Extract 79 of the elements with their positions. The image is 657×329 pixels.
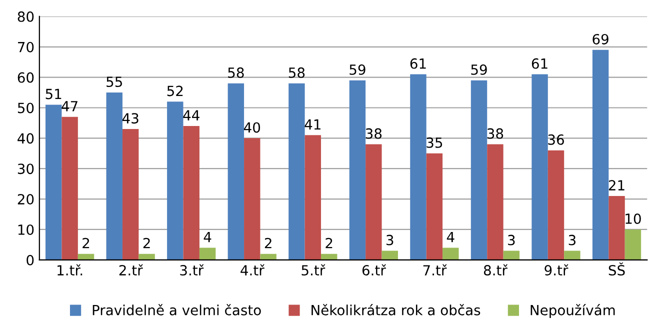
x-tick-label: 7.tř: [423, 264, 447, 276]
data-label: 52: [167, 86, 183, 96]
data-label: 40: [244, 122, 260, 133]
legend-label: Nepoužívám: [530, 304, 615, 318]
y-tick-label: 80: [18, 11, 34, 22]
bar: [106, 92, 122, 260]
bar: [304, 135, 321, 260]
bar: [244, 138, 260, 260]
x-tick-label: 9.tř: [544, 264, 568, 276]
bar: [122, 129, 139, 260]
bar: [260, 254, 276, 260]
bar: [548, 150, 564, 260]
bar: [410, 74, 426, 260]
bar: [564, 250, 580, 260]
y-tick-label: 0: [26, 254, 34, 266]
bar: [167, 102, 184, 260]
bar: [426, 153, 443, 260]
legend-label: Pravidelně a velmi často: [92, 304, 261, 316]
x-tick-label: SŠ: [608, 262, 625, 276]
data-label: 59: [471, 64, 487, 75]
data-label: 35: [426, 137, 442, 148]
x-tick-label: 2.tř: [119, 264, 143, 276]
data-label: 69: [592, 34, 608, 44]
data-label: 3: [386, 234, 394, 246]
bar: [608, 196, 625, 260]
bar: [442, 248, 459, 260]
bar: [532, 74, 548, 260]
data-label: 2: [264, 238, 272, 248]
bar: [349, 80, 366, 260]
bar: [138, 254, 155, 260]
y-tick-label: 50: [18, 102, 34, 114]
data-label: 41: [304, 119, 320, 130]
y-tick-label: 60: [18, 72, 34, 83]
data-label: 4: [446, 232, 454, 242]
data-label: 61: [410, 58, 426, 69]
bar: [487, 144, 504, 260]
bar: [366, 144, 382, 260]
data-label: 55: [106, 76, 122, 88]
y-tick-label: 10: [18, 224, 34, 235]
data-label: 44: [183, 110, 200, 120]
data-label: 3: [568, 234, 576, 246]
bar: [183, 126, 200, 260]
legend-label: Několikrátza rok a občas: [312, 304, 480, 316]
bar: [288, 83, 305, 260]
data-label: 38: [366, 128, 382, 139]
y-tick-label: 70: [18, 42, 34, 52]
data-label: 51: [46, 88, 62, 100]
data-label: 21: [608, 180, 624, 190]
data-label: 4: [204, 232, 212, 242]
data-label: 58: [228, 67, 244, 78]
bar: [382, 250, 398, 260]
data-label: 2: [82, 238, 90, 248]
data-label: 36: [548, 134, 564, 145]
x-tick-label: 1.tř.: [58, 264, 82, 276]
data-label: 47: [62, 101, 78, 112]
data-label: 58: [288, 67, 305, 78]
bar: [45, 104, 62, 260]
data-label: 10: [626, 214, 641, 224]
data-label: 2: [326, 238, 332, 248]
x-tick-label: 6.tř: [362, 264, 386, 276]
bar: [624, 229, 642, 260]
data-label: 59: [350, 64, 366, 75]
data-label: 61: [532, 58, 548, 69]
bar: [199, 248, 216, 260]
data-label: 3: [508, 234, 515, 246]
x-tick-label: 8.tř: [484, 264, 508, 276]
bar: [503, 250, 520, 260]
y-tick-label: 20: [18, 194, 34, 205]
x-tick-label: 5.tř: [302, 264, 326, 276]
data-label: 38: [487, 128, 504, 139]
bar: [62, 116, 78, 260]
y-tick-label: 40: [18, 133, 34, 144]
bar: [470, 80, 488, 260]
y-tick-label: 30: [18, 164, 34, 174]
x-tick-label: 4.tř: [240, 264, 264, 276]
x-tick-label: 3.tř: [180, 264, 204, 276]
data-label: 2: [143, 238, 150, 248]
bar: [592, 50, 609, 260]
bar: [228, 83, 244, 260]
